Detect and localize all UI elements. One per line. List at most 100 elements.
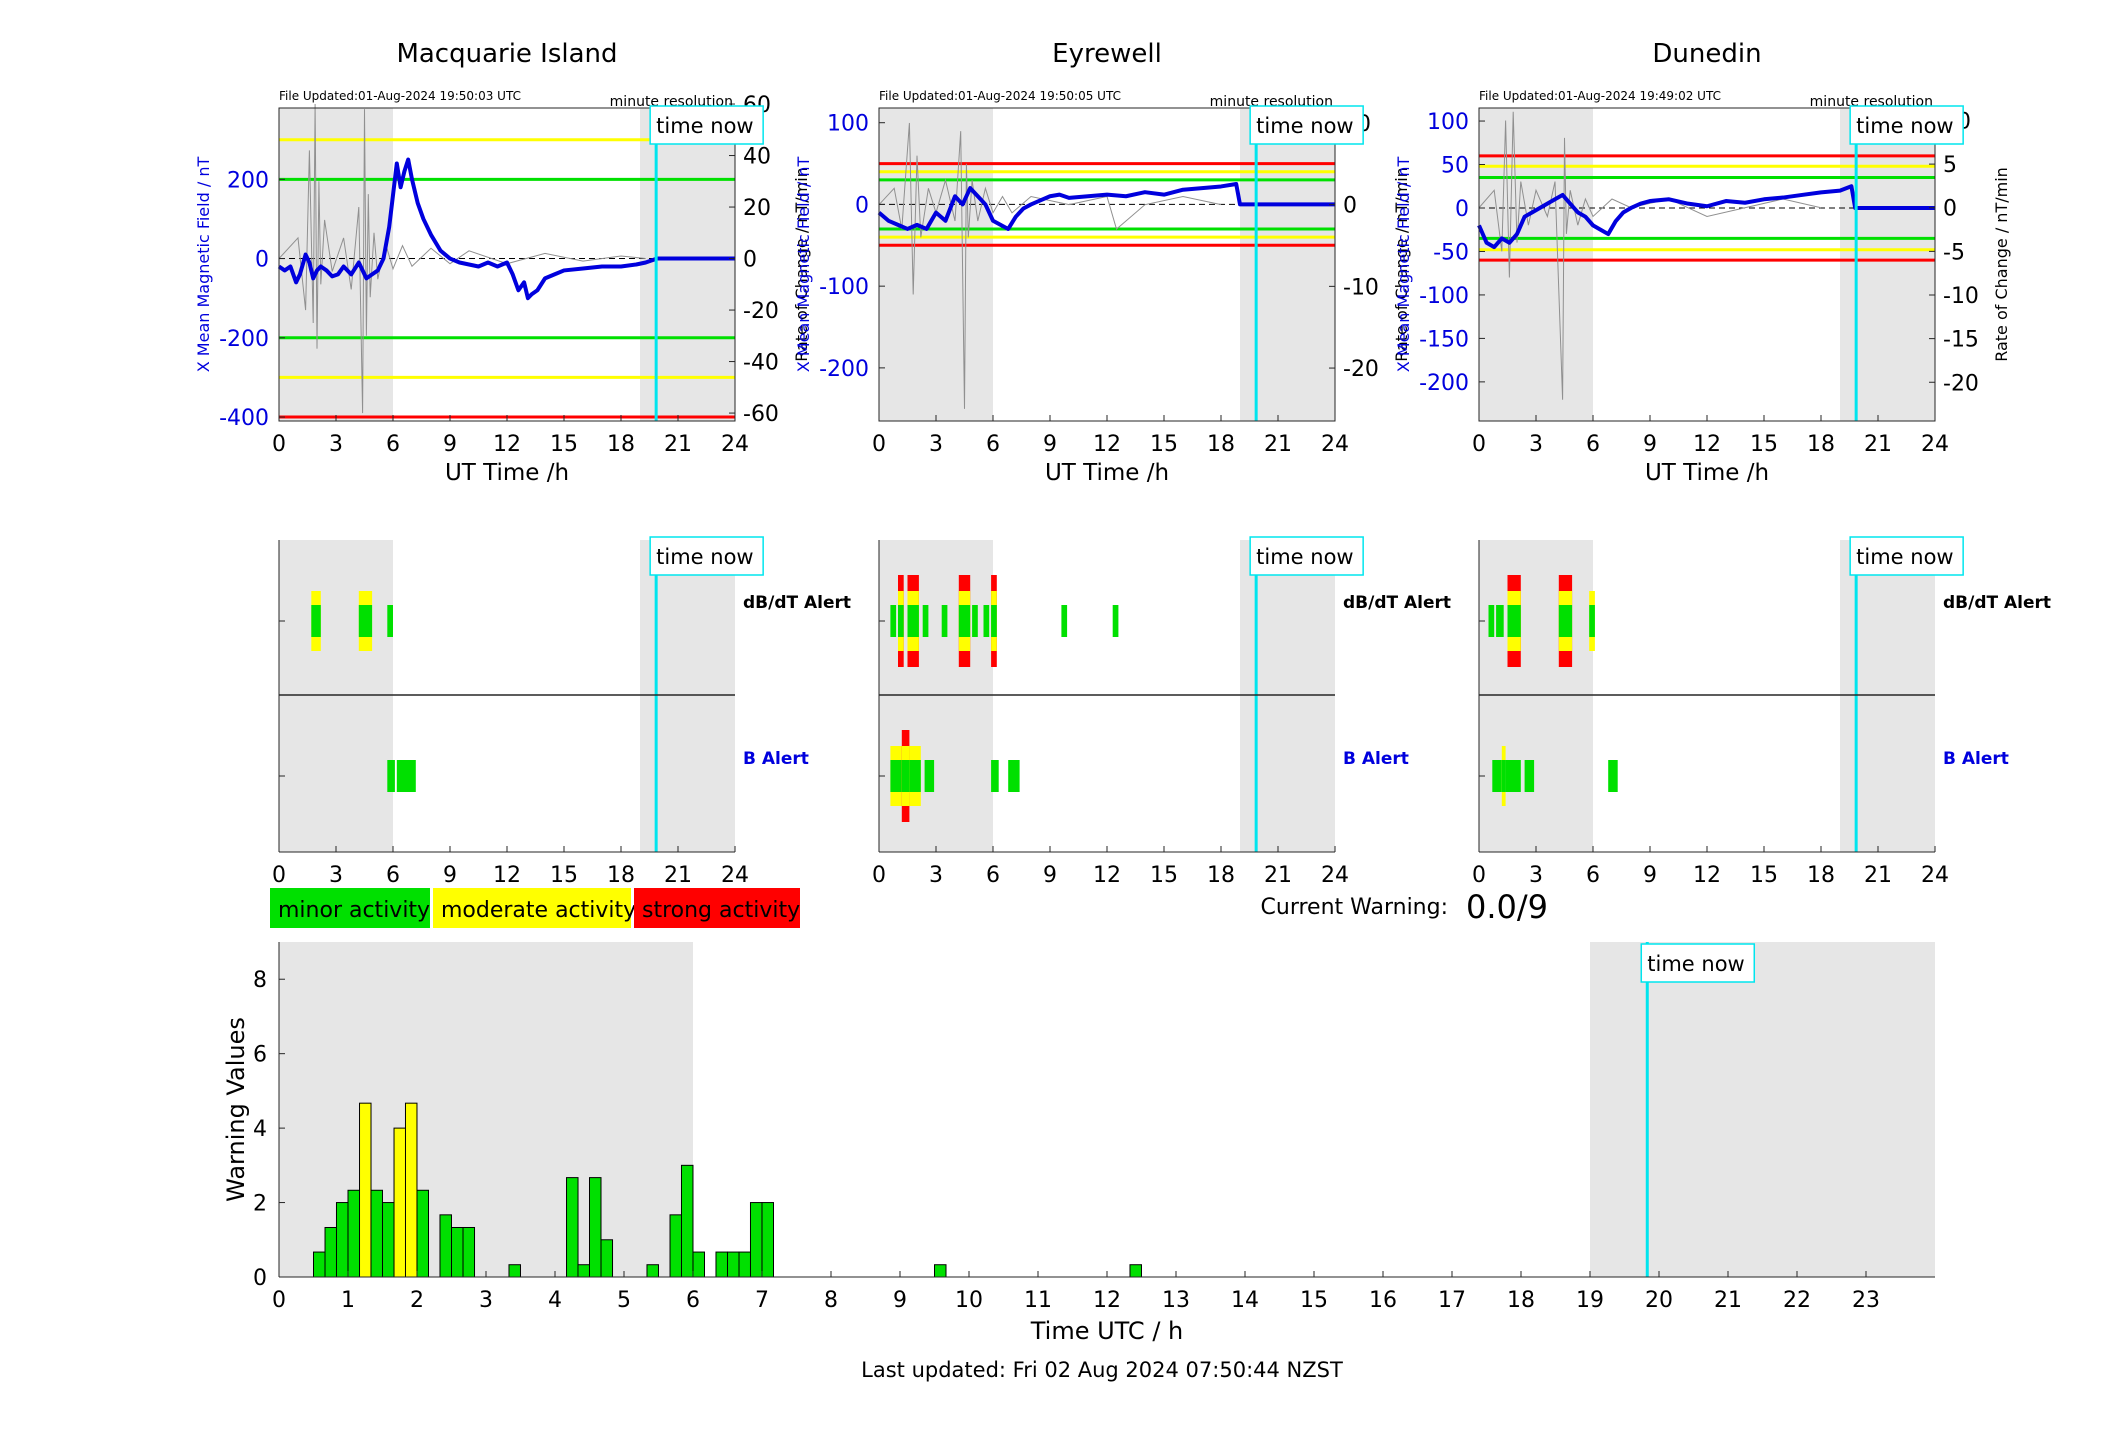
dbdt-alert-label: dB/dT Alert	[743, 593, 851, 613]
x-tick-label: 6	[986, 432, 1000, 457]
dbdt-minor-block	[1061, 605, 1068, 637]
y-right-tick-label: 0	[1943, 197, 1957, 222]
y-left-tick-label: -50	[1433, 240, 1469, 265]
time-now-box	[649, 536, 764, 576]
x-tick-label: 9	[443, 432, 457, 457]
dbdt-minor-block	[358, 605, 373, 637]
warning-bar	[646, 1264, 659, 1278]
warning-bar	[324, 1226, 338, 1278]
x-tick-label: 9	[1043, 863, 1057, 888]
x-tick-label: 6	[1586, 863, 1600, 888]
time-now-label: time now	[1256, 545, 1353, 569]
alert-panel-1: 0 3 6 9 12 15 18 21 24 dB/dT Alert B Alert time now	[872, 536, 1451, 888]
x-tick-label: 9	[1643, 432, 1657, 457]
warning-bar	[416, 1189, 430, 1278]
x-tick-label: 18	[1207, 863, 1235, 888]
x-tick-label: 1	[341, 1288, 355, 1313]
dbdt-minor-block	[958, 605, 971, 637]
y-left-tick-label: -100	[819, 275, 869, 300]
time-now-box	[1640, 943, 1756, 983]
x-tick-label: 19	[1576, 1288, 1604, 1313]
y-right-tick-label: -15	[1943, 328, 1979, 353]
x-tick-label: 24	[721, 432, 749, 457]
x-tick-label: 16	[1369, 1288, 1397, 1313]
y-tick-label: 6	[253, 1043, 267, 1068]
y-left-tick-label: 100	[1427, 110, 1469, 135]
x-tick-label: 2	[410, 1288, 424, 1313]
x-tick-label: 21	[664, 432, 692, 457]
shade-region	[879, 108, 993, 421]
x-tick-label: 23	[1852, 1288, 1880, 1313]
legend-swatch-minor	[270, 888, 430, 928]
x-tick-label: 13	[1162, 1288, 1190, 1313]
y-right-tick-label: 5	[1943, 153, 1957, 178]
y-left-tick-label: -200	[219, 327, 269, 352]
x-tick-label: 24	[1321, 863, 1349, 888]
x-tick-label: 12	[1693, 432, 1721, 457]
alert-panel-0: 0 3 6 9 12 15 18 21 24 dB/dT Alert B Alert time now	[272, 536, 851, 888]
y-left-axis-label: X Mean Magnetic Field / nT	[794, 157, 813, 373]
dbdt-minor-block	[1112, 605, 1119, 637]
y-right-tick-label: 40	[743, 145, 771, 170]
x-tick-label: 0	[272, 1288, 286, 1313]
dbdt-minor-block	[1589, 605, 1595, 637]
warning-bar	[749, 1202, 763, 1278]
x-tick-label: 10	[955, 1288, 983, 1313]
y-left-tick-label: -200	[1419, 371, 1469, 396]
x-tick-label: 9	[893, 1288, 907, 1313]
time-now-box	[1249, 105, 1364, 145]
y-left-tick-label: -400	[219, 406, 269, 431]
x-axis-label: Time UTC / h	[1030, 1317, 1184, 1345]
dbdt-minor-block	[991, 605, 997, 637]
x-tick-label: 24	[1921, 432, 1949, 457]
warning-bar	[692, 1251, 706, 1278]
alert-panel-2: 0 3 6 9 12 15 18 21 24 dB/dT Alert B Alert time now	[1472, 536, 2051, 888]
current-warning-value: 0.0/9	[1466, 888, 1548, 926]
y-tick-label: 4	[253, 1117, 267, 1142]
warning-bar	[404, 1102, 418, 1278]
y-right-tick-label: 0	[743, 248, 757, 273]
last-updated-label: Last updated: Fri 02 Aug 2024 07:50:44 N…	[861, 1358, 1343, 1382]
warning-bar	[439, 1214, 452, 1278]
x-tick-label: 9	[443, 863, 457, 888]
y-left-tick-label: 50	[1441, 154, 1469, 179]
b-alert-minor-block	[924, 760, 935, 792]
shade-region	[1479, 108, 1593, 421]
x-tick-label: 21	[1264, 863, 1292, 888]
b-alert-label: B Alert	[1343, 749, 1409, 769]
warning-bar	[934, 1264, 947, 1278]
y-right-axis-label: Rate of Change / nT/min	[1992, 167, 2011, 362]
x-tick-label: 0	[272, 863, 286, 888]
y-right-tick-label: -40	[743, 351, 779, 376]
x-tick-label: 12	[1693, 863, 1721, 888]
warning-bar	[1129, 1264, 1142, 1278]
dbdt-minor-block	[387, 605, 393, 637]
x-tick-label: 12	[493, 432, 521, 457]
panel-title: Macquarie Island	[396, 39, 617, 69]
x-tick-label: 18	[607, 432, 635, 457]
time-now-label: time now	[1647, 952, 1744, 976]
x-tick-label: 24	[721, 863, 749, 888]
warning-bar	[462, 1226, 476, 1278]
x-tick-label: 3	[1529, 863, 1543, 888]
warning-bar	[761, 1202, 775, 1278]
b-alert-label: B Alert	[1943, 749, 2009, 769]
b-alert-minor-block	[1008, 760, 1020, 792]
legend-swatch-moderate	[433, 888, 631, 928]
y-right-tick-label: -20	[743, 299, 779, 324]
x-tick-label: 6	[386, 863, 400, 888]
y-left-axis-label: X Mean Magnetic Field / nT	[1394, 157, 1413, 373]
dbdt-minor-block	[898, 605, 904, 637]
mean-field-line	[877, 182, 1335, 231]
dbdt-minor-block	[922, 605, 929, 637]
x-tick-label: 3	[1529, 432, 1543, 457]
b-alert-minor-block	[1501, 760, 1506, 792]
b-alert-minor-block	[909, 760, 921, 792]
shade-region	[640, 540, 735, 852]
y-right-tick-label: -10	[1343, 275, 1379, 300]
b-alert-minor-block	[901, 760, 910, 792]
field-panel-1: 03691215182124-200-1000100-20-10010Eyrew…	[794, 39, 1411, 486]
x-axis-label: UT Time /h	[1645, 460, 1769, 486]
y-tick-label: 0	[253, 1266, 267, 1291]
